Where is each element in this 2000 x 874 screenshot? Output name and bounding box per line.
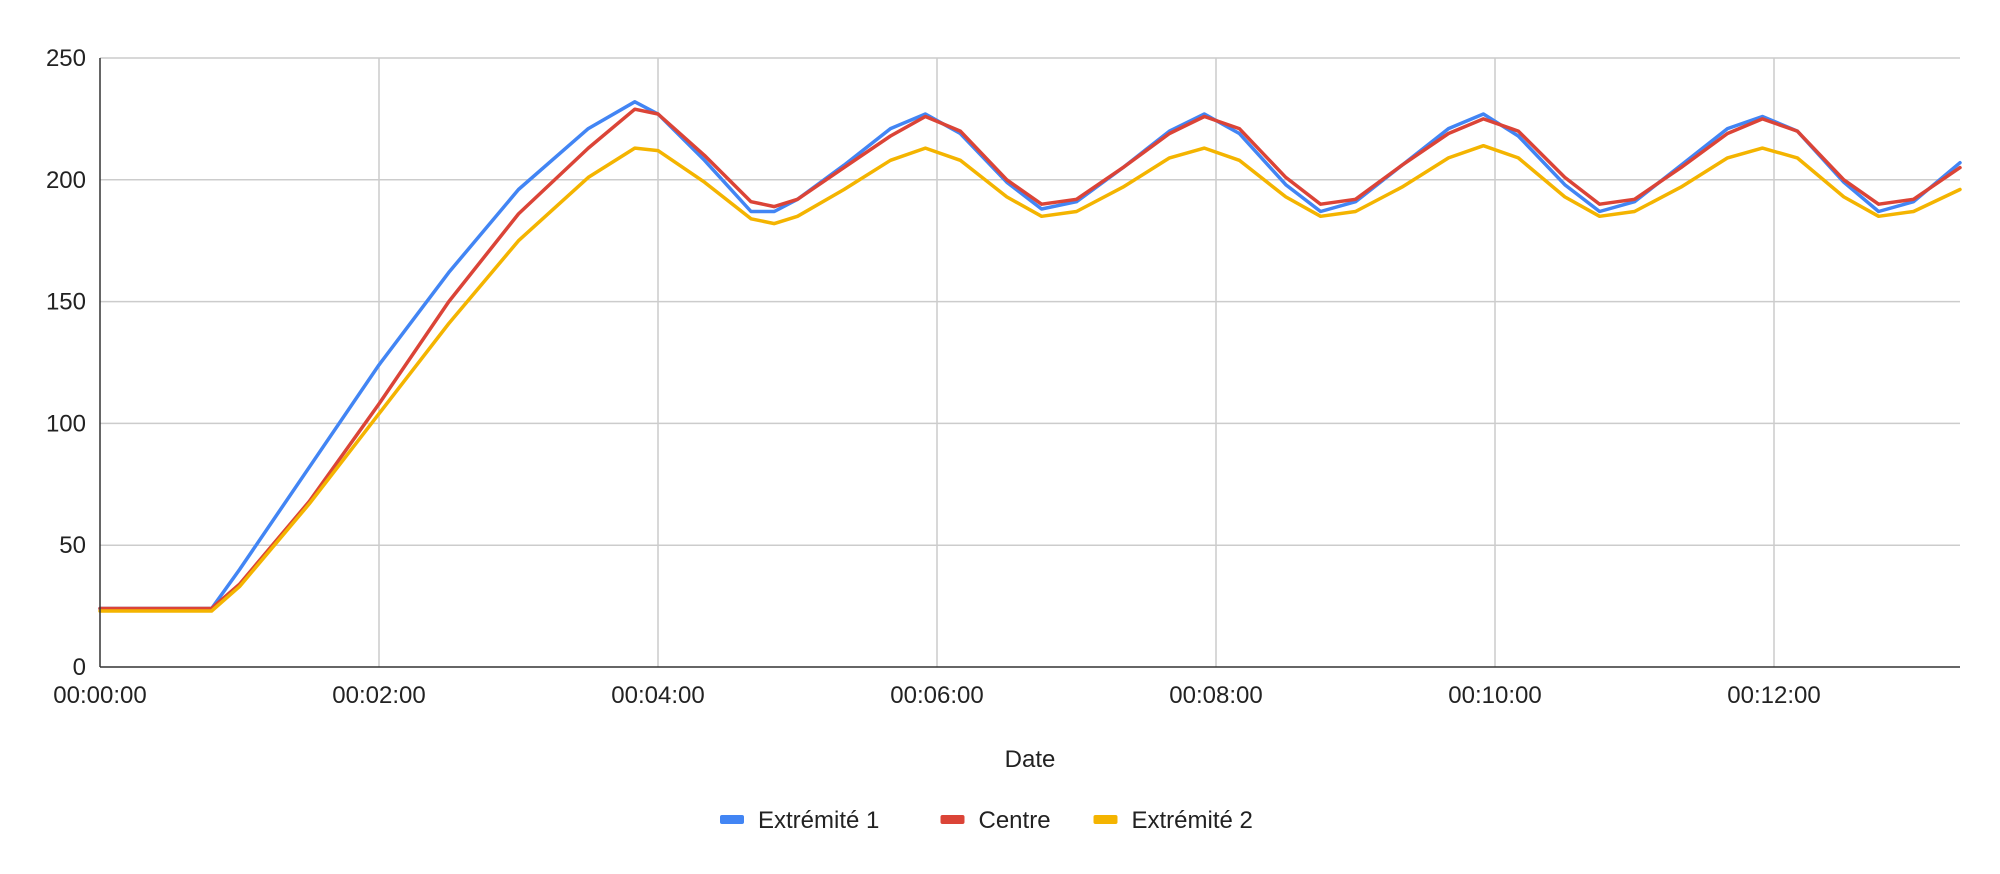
y-tick-label: 0: [73, 654, 86, 681]
x-axis-tick-labels: 00:00:00 00:02:00 00:04:00 00:06:00 00:08:00…: [53, 682, 1820, 709]
y-tick-label: 250: [46, 45, 86, 72]
y-tick-label: 100: [46, 410, 86, 437]
x-tick-label: 00:02:00: [332, 682, 425, 709]
x-tick-label: 00:10:00: [1448, 682, 1541, 709]
y-tick-label: 200: [46, 167, 86, 194]
legend-label: Extrémité 1: [758, 807, 879, 834]
series-line-2: [98, 107, 1962, 611]
legend-swatch: [940, 815, 965, 824]
y-axis-tick-labels: 0 50 100 150 200 250: [46, 45, 86, 681]
x-tick-label: 00:04:00: [611, 682, 704, 709]
legend-swatch: [720, 815, 744, 824]
series-lines: [98, 100, 1962, 613]
x-axis-title: Date: [1005, 746, 1056, 773]
legend: Extrémité 1 Centre Extrémité 2: [720, 807, 1253, 834]
series-line-3: [98, 143, 1962, 613]
x-tick-label: 00:12:00: [1727, 682, 1820, 709]
legend-label: Extrémité 2: [1132, 807, 1253, 834]
y-tick-label: 50: [59, 532, 86, 559]
legend-label: Centre: [979, 807, 1051, 834]
x-tick-label: 00:06:00: [890, 682, 983, 709]
legend-swatch: [1093, 815, 1118, 824]
x-tick-label: 00:00:00: [53, 682, 146, 709]
x-tick-label: 00:08:00: [1169, 682, 1262, 709]
y-tick-label: 150: [46, 289, 86, 316]
axes: [99, 58, 1960, 668]
